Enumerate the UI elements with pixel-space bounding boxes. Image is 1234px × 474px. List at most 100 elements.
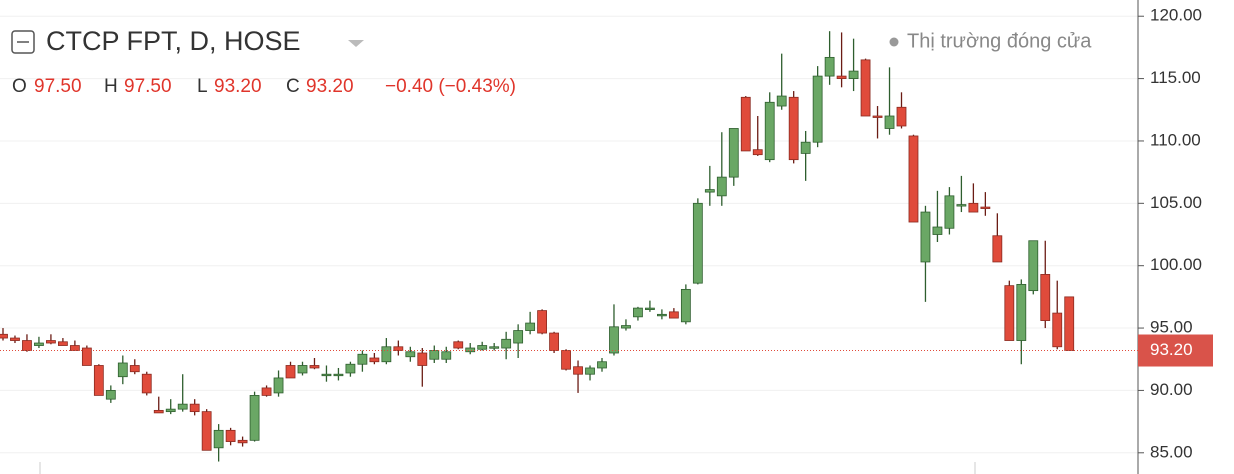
legend-label: C (286, 76, 300, 97)
candle-body (105, 390, 116, 400)
candle-body (453, 341, 464, 349)
candle-body (249, 395, 260, 441)
candle-body (189, 403, 200, 413)
candle-body (884, 115, 895, 129)
candle-body (597, 361, 607, 369)
dropdown-arrow[interactable] (348, 40, 364, 47)
y-tick-label: 105.00 (1150, 193, 1202, 212)
candle-body (980, 206, 991, 209)
candle-body (417, 352, 428, 366)
candle-body (1040, 274, 1051, 321)
chart-title: CTCP FPT, D, HOSE (46, 26, 301, 56)
candle-body (345, 363, 356, 374)
grid (0, 15, 1138, 454)
candle-body (561, 350, 571, 370)
candle-body (489, 346, 500, 349)
candle-body (1016, 283, 1027, 341)
last-price-label: 93.20 (1150, 340, 1193, 359)
collapse-icon[interactable] (11, 30, 35, 54)
candle-body (1004, 285, 1015, 341)
candle-body (680, 288, 691, 323)
y-tick-label: 95.00 (1150, 318, 1193, 337)
candle-body (716, 176, 727, 197)
status-dot (889, 37, 899, 47)
legend-value: 97.50 (34, 76, 82, 97)
candle-body (477, 345, 488, 350)
candle-body (908, 135, 919, 223)
candle-body (0, 333, 8, 339)
candle-body (441, 351, 452, 360)
candle-body (237, 439, 248, 444)
candle-body (836, 75, 847, 79)
candle-body (34, 342, 44, 346)
candle-body (201, 411, 212, 451)
legend-value: 97.50 (124, 76, 172, 97)
candle-body (932, 226, 943, 235)
candle-body (537, 310, 547, 334)
last-price-tag (1138, 334, 1213, 367)
candle-body (585, 367, 595, 375)
candle-body (513, 330, 524, 344)
candle-body (117, 362, 128, 378)
candle-body (501, 338, 512, 349)
candle-body (1064, 296, 1075, 351)
candle-body (165, 408, 176, 413)
candle-body (668, 311, 679, 319)
candle-body (309, 365, 320, 369)
candle-body (776, 95, 787, 107)
candle-body (573, 366, 583, 375)
candle-body (812, 75, 823, 143)
market-status: Thị trường đóng cửa (907, 30, 1092, 52)
candle-body (525, 322, 536, 331)
y-tick-label: 90.00 (1150, 380, 1193, 399)
candle-body (645, 307, 655, 311)
legend-label: O (12, 76, 27, 97)
candle-body (321, 373, 332, 377)
candle-body (285, 365, 296, 379)
candle-body (740, 96, 751, 152)
y-axis-labels: 85.00 90.00 95.00 100.00 105.00 110.00 115.00 1… (1138, 6, 1213, 461)
candle-body (393, 346, 404, 351)
candle-body (93, 365, 104, 396)
candle-body (920, 211, 931, 263)
candle-body (213, 429, 224, 449)
candle-body (333, 373, 344, 377)
candle-body (81, 347, 92, 366)
candle-body (58, 341, 68, 346)
candle-body (10, 337, 20, 341)
y-tick-label: 115.00 (1150, 68, 1201, 87)
candles (0, 31, 1138, 462)
y-tick-label: 100.00 (1150, 255, 1202, 274)
candle-body (69, 345, 80, 351)
candle-body (177, 403, 188, 410)
y-tick-label: 120.00 (1150, 6, 1202, 25)
candle-body (956, 204, 967, 207)
candle-body (225, 429, 236, 442)
candle-body (1028, 240, 1039, 292)
candle-body (153, 409, 164, 414)
candle-body (728, 128, 739, 178)
y-tick-label: 110.00 (1150, 130, 1201, 149)
y-tick-label: 85.00 (1150, 442, 1193, 461)
candle-body (609, 326, 619, 354)
legend-label: L (197, 76, 208, 97)
candle-body (261, 387, 272, 396)
candle-body (429, 350, 440, 360)
candle-body (141, 373, 152, 394)
candle-body (129, 365, 140, 373)
candle-body (788, 96, 799, 161)
candle-body (692, 202, 703, 284)
candle-body (872, 115, 883, 118)
candle-body (273, 377, 284, 394)
candle-body (357, 353, 368, 365)
candle-body (764, 101, 775, 161)
candle-body (800, 141, 811, 154)
candle-body (465, 347, 476, 353)
candle-body (405, 351, 416, 358)
candle-body (860, 59, 871, 117)
candle-body (944, 195, 955, 229)
candle-body (657, 313, 667, 317)
legend-label: H (104, 76, 118, 97)
legend-value: 93.20 (214, 76, 262, 97)
